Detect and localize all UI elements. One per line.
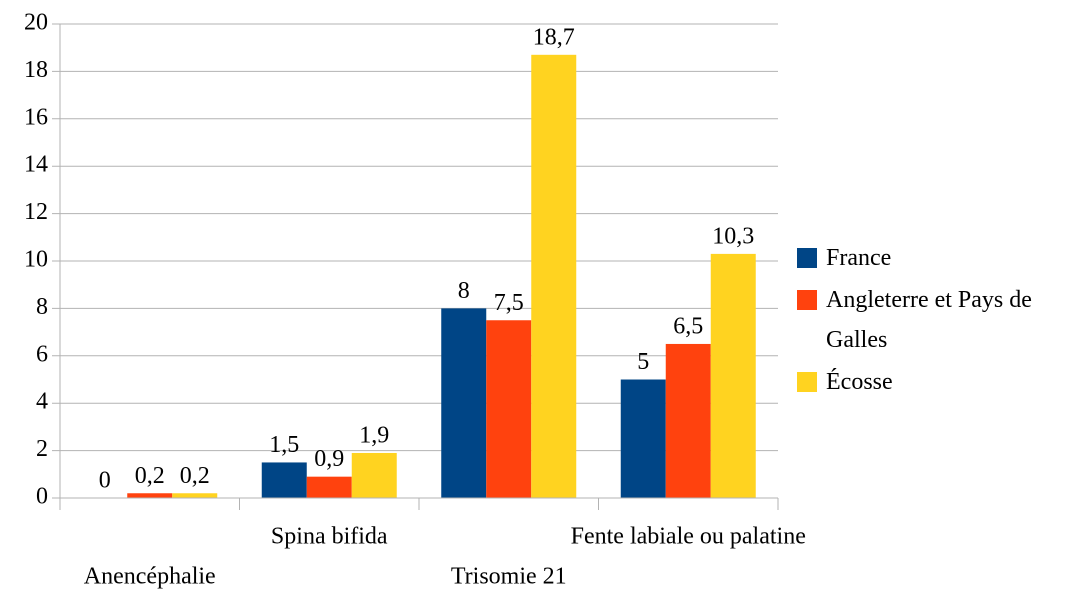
y-tick-label: 20 <box>24 10 48 36</box>
value-label: 0,9 <box>314 446 344 472</box>
legend-label: Angleterre et Pays de Galles <box>826 287 1032 353</box>
bar <box>351 452 397 498</box>
value-label: 1,9 <box>359 422 389 448</box>
y-tick-label: 6 <box>36 341 48 367</box>
y-tick-label: 14 <box>24 152 48 178</box>
value-label: 6,5 <box>673 313 703 339</box>
legend-swatch <box>797 248 817 268</box>
bar <box>127 493 173 498</box>
legend-swatch <box>797 290 817 310</box>
x-tick-label: Fente labiale ou palatine <box>571 524 806 550</box>
y-tick-label: 16 <box>24 104 48 130</box>
value-label: 1,5 <box>269 432 299 458</box>
value-label: 18,7 <box>533 24 575 50</box>
bar <box>306 476 352 498</box>
legend-label: France <box>826 245 892 271</box>
value-label: 10,3 <box>712 223 754 249</box>
x-tick-label: Anencéphalie <box>84 564 216 590</box>
bar <box>531 54 577 499</box>
y-tick-label: 2 <box>36 436 48 462</box>
y-tick-label: 8 <box>36 294 48 320</box>
value-label: 0 <box>99 468 111 494</box>
bar <box>710 253 756 498</box>
y-tick-label: 10 <box>24 247 48 273</box>
y-tick-label: 18 <box>24 57 48 83</box>
value-label: 0,2 <box>135 463 165 489</box>
legend-label: Écosse <box>826 369 893 395</box>
legend-item: Angleterre et Pays de Galles <box>797 280 1091 360</box>
bar <box>665 343 711 498</box>
y-tick-label: 4 <box>36 389 48 415</box>
legend-item: France <box>797 238 1091 278</box>
bar <box>172 493 218 498</box>
legend-swatch <box>797 372 817 392</box>
value-label: 5 <box>637 349 649 375</box>
x-tick-label: Spina bifida <box>271 524 388 550</box>
bar <box>441 308 487 498</box>
bar <box>620 379 666 498</box>
bar <box>261 462 307 498</box>
legend-item: Écosse <box>797 362 1091 402</box>
y-tick-label: 0 <box>36 484 48 510</box>
y-tick-label: 12 <box>24 199 48 225</box>
value-label: 0,2 <box>180 463 210 489</box>
value-label: 8 <box>458 278 470 304</box>
bar <box>486 320 532 498</box>
legend: France Angleterre et Pays de Galles Écosse <box>797 238 1091 404</box>
x-tick-label: Trisomie 21 <box>451 564 567 590</box>
value-label: 7,5 <box>494 290 524 316</box>
